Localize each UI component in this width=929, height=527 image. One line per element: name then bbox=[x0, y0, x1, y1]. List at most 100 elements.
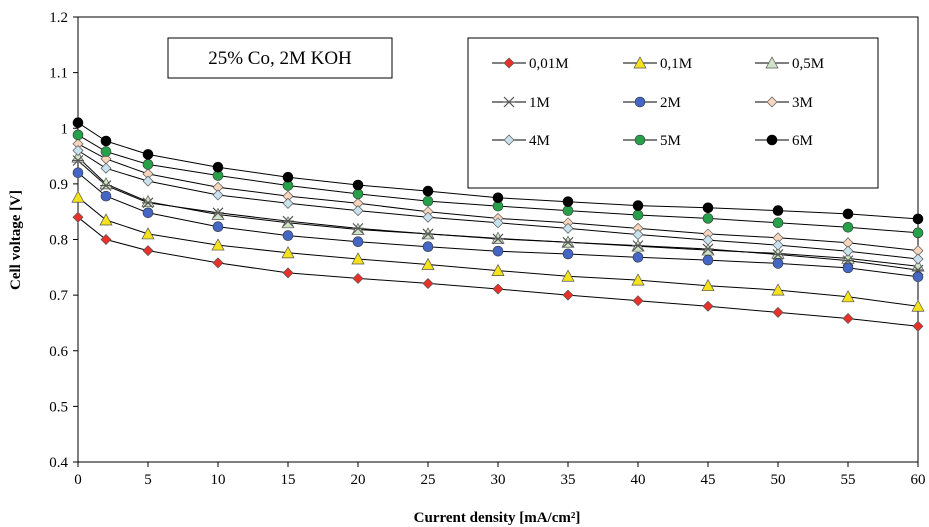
data-point bbox=[632, 251, 644, 263]
data-point bbox=[842, 208, 854, 220]
data-point bbox=[100, 234, 112, 245]
data-point bbox=[912, 320, 924, 332]
x-tick-label: 5 bbox=[144, 472, 152, 488]
data-point bbox=[772, 249, 784, 260]
series-line-0,1M bbox=[77, 196, 919, 307]
legend: 0,01M 0,1M 0,5M 1M 2M 3M 4M 5M 6M bbox=[467, 37, 879, 189]
y-tick-label: 0.7 bbox=[49, 288, 68, 304]
data-point bbox=[491, 231, 505, 244]
legend-label: 2M bbox=[660, 95, 681, 111]
legend-marker bbox=[503, 134, 515, 146]
data-point bbox=[631, 273, 645, 286]
data-point bbox=[912, 227, 924, 239]
x-axis-ticks: 0 5 10 15 20 25 30 35 40 45 50 55 60 bbox=[74, 462, 926, 488]
data-point bbox=[142, 207, 154, 219]
data-point bbox=[72, 117, 84, 128]
data-point bbox=[702, 213, 714, 224]
data-point bbox=[422, 185, 434, 197]
data-point bbox=[771, 283, 785, 296]
data-point bbox=[562, 196, 574, 207]
data-point bbox=[842, 262, 854, 274]
annotation-box: 25% Co, 2M KOH bbox=[167, 37, 393, 79]
x-tick-label: 30 bbox=[491, 472, 506, 488]
legend-label: 6M bbox=[792, 133, 813, 149]
data-point bbox=[702, 300, 714, 312]
data-point bbox=[282, 230, 294, 241]
data-point bbox=[72, 145, 84, 156]
y-tick-label: 0.4 bbox=[49, 455, 68, 471]
data-point bbox=[772, 258, 784, 269]
data-point bbox=[211, 238, 225, 251]
data-point bbox=[100, 162, 112, 174]
data-point bbox=[212, 221, 224, 233]
data-point bbox=[842, 221, 854, 233]
legend-label: 0,5M bbox=[792, 56, 824, 72]
series-line-0,01M bbox=[77, 216, 919, 327]
legend-marker bbox=[503, 57, 515, 69]
legend-label: 0,01M bbox=[529, 56, 569, 72]
x-tick-label: 55 bbox=[841, 472, 856, 488]
data-point bbox=[492, 217, 504, 229]
series-points-4M bbox=[72, 145, 924, 265]
legend-item: 4M bbox=[492, 133, 550, 149]
annotation-text: 25% Co, 2M KOH bbox=[208, 48, 352, 69]
data-point bbox=[422, 195, 434, 207]
legend-label: 4M bbox=[529, 133, 550, 149]
data-point bbox=[422, 277, 434, 289]
legend-item: 5M bbox=[623, 133, 681, 149]
data-point bbox=[912, 253, 924, 265]
data-point bbox=[492, 283, 504, 295]
y-tick-label: 0.9 bbox=[49, 177, 68, 193]
data-point bbox=[141, 194, 155, 208]
legend-marker bbox=[633, 56, 647, 69]
data-point bbox=[142, 159, 154, 170]
data-point bbox=[282, 215, 294, 227]
y-tick-label: 0.5 bbox=[49, 399, 68, 415]
legend-item: 1M bbox=[492, 95, 550, 111]
data-point bbox=[422, 228, 434, 240]
data-point bbox=[212, 257, 224, 269]
data-point bbox=[842, 245, 854, 257]
data-point bbox=[281, 246, 295, 259]
x-tick-label: 25 bbox=[421, 472, 436, 488]
data-point bbox=[702, 243, 714, 255]
data-point bbox=[142, 175, 154, 187]
data-point bbox=[842, 312, 854, 324]
data-point bbox=[911, 259, 925, 272]
data-point bbox=[352, 205, 364, 217]
series-points-3M bbox=[72, 138, 924, 257]
x-tick-label: 50 bbox=[771, 472, 786, 488]
data-point bbox=[352, 188, 364, 200]
data-point bbox=[72, 155, 84, 166]
legend-item: 6M bbox=[755, 133, 813, 149]
data-point bbox=[772, 239, 784, 251]
data-point bbox=[701, 278, 715, 292]
data-point bbox=[282, 171, 294, 183]
data-point bbox=[99, 213, 113, 226]
x-axis-title: Current density [mA/cm²] bbox=[414, 510, 581, 526]
series-points-0,01M bbox=[72, 211, 924, 332]
data-point bbox=[71, 190, 85, 203]
x-tick-label: 10 bbox=[211, 472, 226, 488]
data-point bbox=[352, 272, 364, 284]
legend-label: 5M bbox=[660, 133, 681, 149]
x-tick-label: 0 bbox=[74, 472, 82, 488]
data-point bbox=[562, 248, 574, 260]
x-tick-label: 15 bbox=[281, 472, 296, 488]
series-line-2M bbox=[77, 172, 919, 278]
series-points-1M bbox=[72, 155, 924, 276]
data-point bbox=[72, 167, 84, 179]
data-point bbox=[911, 299, 925, 312]
legend-label: 3M bbox=[792, 95, 813, 111]
data-point bbox=[492, 245, 504, 257]
data-point bbox=[772, 306, 784, 318]
series-markers bbox=[71, 117, 925, 332]
data-point bbox=[491, 263, 505, 276]
data-point bbox=[281, 216, 295, 229]
data-point bbox=[772, 205, 784, 216]
series-line-1M bbox=[77, 160, 919, 271]
legend-border bbox=[467, 37, 879, 189]
data-point bbox=[100, 180, 112, 191]
series-points-0,1M bbox=[71, 190, 925, 312]
